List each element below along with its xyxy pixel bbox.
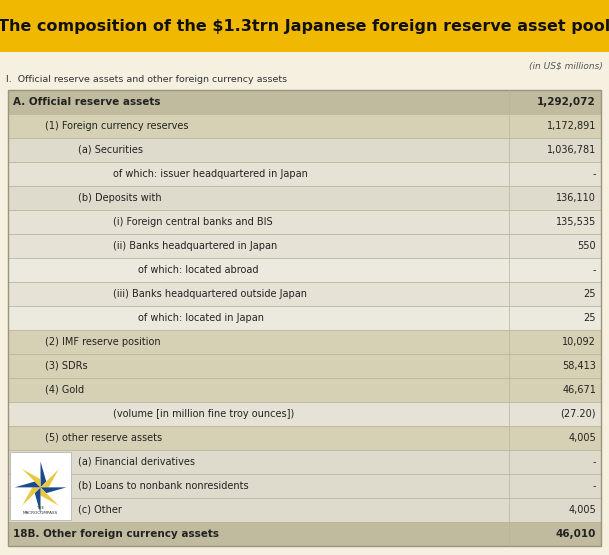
Text: (c) Other: (c) Other <box>78 505 122 515</box>
Bar <box>8 114 601 138</box>
Text: 46,671: 46,671 <box>562 385 596 395</box>
Text: 58,413: 58,413 <box>562 361 596 371</box>
Bar <box>8 90 601 546</box>
Polygon shape <box>35 487 41 513</box>
Bar <box>0 0 609 52</box>
Text: -: - <box>593 169 596 179</box>
Text: of which: located abroad: of which: located abroad <box>138 265 258 275</box>
Text: 4,005: 4,005 <box>568 433 596 443</box>
Text: 10,092: 10,092 <box>562 337 596 347</box>
Bar <box>8 138 601 162</box>
Text: (3) SDRs: (3) SDRs <box>45 361 88 371</box>
Bar <box>8 474 601 498</box>
Bar <box>8 426 601 450</box>
Text: (i) Foreign central banks and BIS: (i) Foreign central banks and BIS <box>113 217 273 227</box>
Polygon shape <box>41 487 59 506</box>
Text: (in US$ millions): (in US$ millions) <box>529 62 603 70</box>
Text: -: - <box>593 265 596 275</box>
Text: (a) Securities: (a) Securities <box>78 145 143 155</box>
Text: -: - <box>593 481 596 491</box>
Text: (5) other reserve assets: (5) other reserve assets <box>45 433 162 443</box>
Polygon shape <box>15 482 41 487</box>
Text: 550: 550 <box>577 241 596 251</box>
Text: 25: 25 <box>583 313 596 323</box>
Bar <box>8 90 601 114</box>
Text: 136,110: 136,110 <box>556 193 596 203</box>
Text: (b) Loans to nonbank nonresidents: (b) Loans to nonbank nonresidents <box>78 481 248 491</box>
Text: A. Official reserve assets: A. Official reserve assets <box>13 97 161 107</box>
Bar <box>8 282 601 306</box>
Polygon shape <box>22 469 41 487</box>
Text: of which: issuer headquartered in Japan: of which: issuer headquartered in Japan <box>113 169 308 179</box>
Bar <box>8 450 601 474</box>
Bar <box>8 378 601 402</box>
Text: 4,005: 4,005 <box>568 505 596 515</box>
Bar <box>8 234 601 258</box>
Bar <box>8 402 601 426</box>
Text: 1,036,781: 1,036,781 <box>547 145 596 155</box>
Text: -: - <box>593 457 596 467</box>
Bar <box>8 522 601 546</box>
Bar <box>8 210 601 234</box>
Bar <box>8 354 601 378</box>
Text: (4) Gold: (4) Gold <box>45 385 84 395</box>
Text: The composition of the $1.3trn Japanese foreign reserve asset pool: The composition of the $1.3trn Japanese … <box>0 18 609 33</box>
Text: (2) IMF reserve position: (2) IMF reserve position <box>45 337 161 347</box>
Polygon shape <box>41 487 66 493</box>
Text: 1,172,891: 1,172,891 <box>547 121 596 131</box>
Text: I.  Official reserve assets and other foreign currency assets: I. Official reserve assets and other for… <box>6 75 287 84</box>
Text: (ii) Banks headquartered in Japan: (ii) Banks headquartered in Japan <box>113 241 277 251</box>
Text: (1) Foreign currency reserves: (1) Foreign currency reserves <box>45 121 189 131</box>
Text: 18B. Other foreign currency assets: 18B. Other foreign currency assets <box>13 529 219 539</box>
Text: 25: 25 <box>583 289 596 299</box>
Text: (volume [in million fine troy ounces]): (volume [in million fine troy ounces]) <box>113 409 294 419</box>
Text: (iii) Banks headquartered outside Japan: (iii) Banks headquartered outside Japan <box>113 289 307 299</box>
Bar <box>8 162 601 186</box>
Bar <box>8 258 601 282</box>
Polygon shape <box>41 462 46 487</box>
Text: 135,535: 135,535 <box>556 217 596 227</box>
Polygon shape <box>41 469 59 487</box>
Text: THE
MACROCOMPASS: THE MACROCOMPASS <box>23 506 58 514</box>
Text: (27.20): (27.20) <box>560 409 596 419</box>
Bar <box>8 306 601 330</box>
Text: 46,010: 46,010 <box>555 529 596 539</box>
Text: (b) Deposits with: (b) Deposits with <box>78 193 161 203</box>
Polygon shape <box>22 487 41 506</box>
Bar <box>8 498 601 522</box>
Text: (a) Financial derivatives: (a) Financial derivatives <box>78 457 195 467</box>
Bar <box>8 186 601 210</box>
Bar <box>8 330 601 354</box>
Bar <box>10 452 71 520</box>
Text: of which: located in Japan: of which: located in Japan <box>138 313 264 323</box>
Text: 1,292,072: 1,292,072 <box>537 97 596 107</box>
